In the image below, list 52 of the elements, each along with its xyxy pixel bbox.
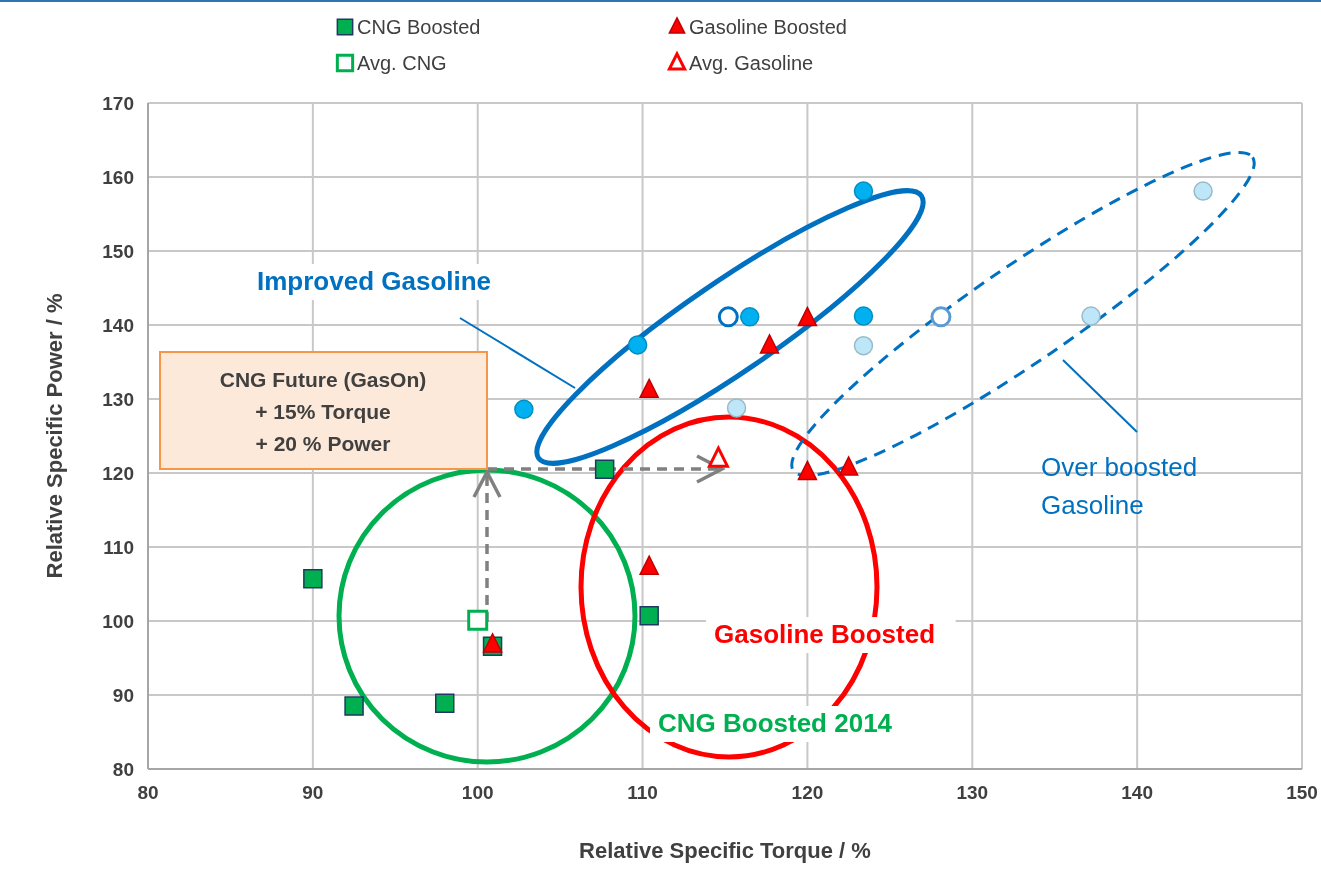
y-axis-title: Relative Specific Power / % [42, 293, 67, 579]
legend-label: Avg. Gasoline [689, 52, 814, 74]
x-tick-label: 130 [956, 782, 989, 803]
point [434, 693, 455, 713]
x-tick-label: 140 [1121, 782, 1153, 803]
y-tick-label: 90 [112, 685, 134, 706]
annotation: CNG Boosted 2014 [658, 708, 893, 738]
x-tick-label: 120 [791, 782, 824, 803]
y-tick-label: 120 [102, 463, 134, 484]
y-tick-label: 140 [102, 315, 134, 336]
y-tick-label: 110 [103, 537, 134, 558]
point [1193, 181, 1213, 201]
x-tick-label: 150 [1286, 782, 1318, 803]
point [514, 399, 534, 420]
legend-label: Gasoline Boosted [689, 16, 847, 38]
point [1081, 306, 1101, 326]
point [627, 335, 648, 355]
point [838, 456, 859, 476]
point [853, 335, 874, 356]
point [717, 306, 739, 328]
point [930, 306, 952, 328]
x-tick-label: 80 [137, 782, 159, 803]
point [303, 569, 323, 589]
point [467, 609, 489, 631]
point [759, 334, 780, 354]
point [797, 460, 818, 481]
x-axis-title: Relative Specific Torque / % [579, 838, 871, 863]
x-tick-label: 100 [461, 782, 494, 803]
annotation: Gasoline Boosted [714, 619, 936, 649]
y-tick-label: 100 [102, 611, 134, 632]
point [639, 606, 659, 626]
point [797, 306, 818, 327]
y-tick-label: 150 [102, 241, 134, 262]
x-tick-label: 90 [302, 782, 324, 803]
point [739, 307, 760, 327]
point [853, 181, 874, 201]
y-tick-label: 170 [102, 93, 134, 114]
y-tick-label: 80 [112, 759, 134, 780]
annotation: Improved Gasoline [257, 266, 492, 296]
annotation: Over boosted Gasoline [1041, 452, 1198, 520]
point [639, 555, 659, 575]
y-tick-label: 130 [102, 389, 134, 410]
point [726, 398, 747, 418]
point [853, 306, 874, 326]
legend-label: CNG Boosted [357, 16, 481, 38]
point [344, 696, 364, 716]
legend-label: Avg. CNG [357, 52, 447, 74]
y-tick-label: 160 [102, 167, 134, 188]
x-tick-label: 110 [627, 782, 658, 803]
annotation: CNG Future (GasOn) + 15% Torque + 20 % Power [219, 368, 427, 455]
point [639, 378, 659, 399]
point [594, 459, 615, 480]
